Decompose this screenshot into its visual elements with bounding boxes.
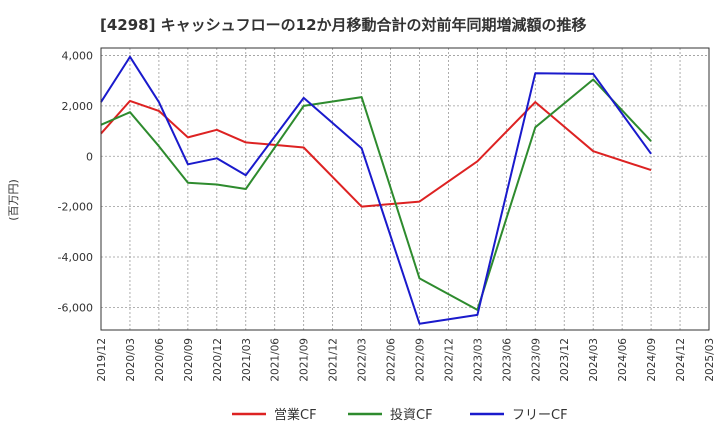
x-tick-label: 2023/03 [472,338,484,382]
y-tick-label: 4,000 [62,50,94,63]
x-tick-label: 2021/03 [241,338,253,382]
legend: 営業CF 投資CF フリーCF [232,407,568,423]
series-layer [100,55,652,325]
x-tick-label: 2024/09 [646,338,658,382]
y-axis: 4,000 2,000 0 -2,000 -4,000 -6,000 [58,50,93,315]
plot-frame [100,47,710,331]
y-tick-label: 0 [86,150,93,163]
x-tick-label: 2024/06 [617,338,629,382]
x-tick-label: 2022/03 [357,338,369,382]
x-tick-label: 2025/03 [704,338,716,382]
y-tick-label: -2,000 [58,201,93,214]
x-tick-label: 2023/06 [501,338,513,382]
y-tick-label: -6,000 [58,301,93,314]
series-line-2 [100,55,652,325]
y-tick-label: -4,000 [58,251,93,264]
x-tick-label: 2020/06 [154,338,166,382]
x-tick-label: 2020/03 [125,338,137,382]
x-tick-label: 2020/09 [183,338,195,382]
x-tick-label: 2023/09 [530,338,542,382]
x-tick-label: 2022/09 [414,338,426,382]
y-tick-label: 2,000 [62,100,94,113]
legend-label-0: 営業CF [274,407,317,423]
chart-title: [4298] キャッシュフローの12か月移動合計の対前年同期増減額の推移 [100,16,587,34]
x-tick-label: 2021/09 [299,338,311,382]
legend-label-2: フリーCF [512,408,568,423]
legend-label-1: 投資CF [390,407,433,423]
x-tick-label: 2024/12 [675,338,687,382]
x-tick-label: 2019/12 [96,338,108,382]
x-tick-label: 2020/12 [212,338,224,382]
x-axis: 2019/12 2020/03 2020/06 2020/09 2020/12 2021/… [96,338,716,382]
y-axis-label: (百万円) [7,179,20,221]
series-line-1 [100,78,652,311]
x-tick-label: 2024/03 [588,338,600,382]
x-tick-label: 2023/12 [559,338,571,382]
x-tick-label: 2021/06 [270,338,282,382]
x-tick-label: 2021/12 [328,338,340,382]
plot-area [101,48,709,330]
x-tick-label: 2022/06 [386,338,398,382]
x-tick-label: 2022/12 [443,338,455,382]
